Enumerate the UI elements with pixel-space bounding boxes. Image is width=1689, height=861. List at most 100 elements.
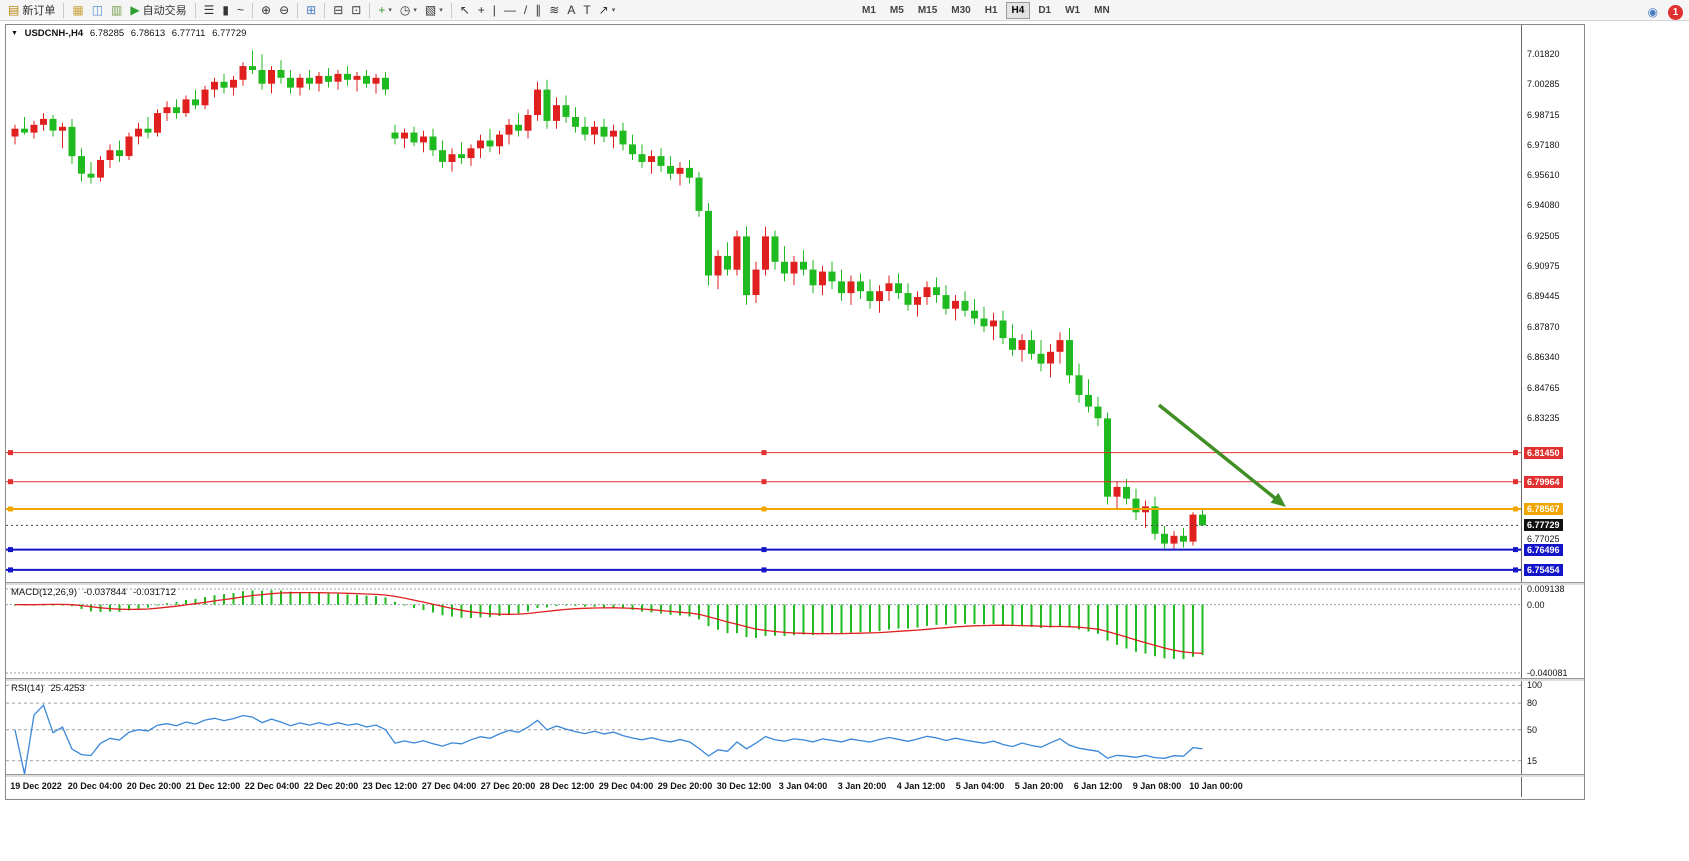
- label-button[interactable]: T: [579, 0, 594, 20]
- rsi-line: [14, 703, 1203, 774]
- time-axis-label: 23 Dec 12:00: [362, 781, 418, 791]
- candle: [695, 171, 703, 217]
- line-chart-button[interactable]: ~: [233, 0, 248, 20]
- candle: [173, 99, 180, 119]
- candle: [116, 140, 123, 162]
- line-handle[interactable]: [1513, 567, 1518, 573]
- line-handle[interactable]: [761, 450, 767, 456]
- candlestick-chart-button[interactable]: ▮: [218, 0, 233, 20]
- horizontal-line-button[interactable]: —: [500, 0, 520, 20]
- price-axis-label: 6.95610: [1527, 170, 1560, 181]
- fibonacci-button[interactable]: ≋: [545, 0, 563, 20]
- timeframe-mn-button[interactable]: MN: [1094, 5, 1110, 16]
- trendline-button[interactable]: /: [520, 0, 531, 20]
- candle: [610, 124, 617, 149]
- rsi-panel[interactable]: [6, 681, 1521, 774]
- vertical-line-icon: |: [492, 3, 496, 17]
- rsi-axis-label: 100: [1527, 680, 1543, 691]
- add-indicator-button[interactable]: + ▾: [374, 0, 396, 20]
- line-handle[interactable]: [8, 547, 13, 553]
- price-axis-label: 6.92505: [1527, 231, 1560, 242]
- cascade-windows-button[interactable]: ⊡: [347, 0, 365, 20]
- candle: [135, 122, 142, 145]
- panel-divider[interactable]: [6, 774, 1584, 777]
- timeframe-h4-button[interactable]: H4: [1005, 2, 1031, 19]
- timeframe-w1-button[interactable]: W1: [1065, 5, 1081, 16]
- zoom-out-button[interactable]: ⊖: [275, 0, 293, 20]
- line-handle[interactable]: [761, 547, 767, 553]
- price-badge: 6.81450: [1524, 446, 1563, 459]
- panel-divider[interactable]: [6, 678, 1584, 681]
- zoom-in-button[interactable]: ⊕: [257, 0, 275, 20]
- line-handle[interactable]: [8, 450, 13, 456]
- timeframe-m5-button[interactable]: M5: [889, 5, 904, 16]
- channel-button[interactable]: ∥: [531, 0, 545, 20]
- notification-badge[interactable]: 1: [1668, 4, 1683, 20]
- fibonacci-icon: ≋: [549, 3, 560, 17]
- time-axis[interactable]: 19 Dec 2022 20 Dec 04:00 20 Dec 20:00 21 De…: [6, 777, 1521, 797]
- search-button[interactable]: ◉: [1644, 2, 1662, 22]
- candle: [344, 66, 351, 86]
- candle: [629, 134, 636, 160]
- line-handle[interactable]: [8, 479, 13, 485]
- panel-divider[interactable]: [6, 582, 1584, 585]
- chart-window[interactable]: ▼ USDCNH-,H4 6.78285 6.78613 6.77711 6.7…: [5, 24, 1585, 800]
- axis-separator: [1521, 25, 1522, 797]
- auto-trading-button[interactable]: ▶ 自动交易: [126, 0, 190, 20]
- terminal-button[interactable]: ▥: [107, 0, 126, 20]
- line-handle[interactable]: [761, 506, 767, 512]
- crosshair-button[interactable]: +: [474, 0, 489, 20]
- macd-panel[interactable]: [6, 585, 1521, 678]
- trend-arrow[interactable]: [1157, 403, 1281, 504]
- candle: [363, 70, 370, 88]
- candle: [296, 73, 304, 96]
- price-axis-label: 7.00285: [1527, 79, 1560, 89]
- text-button[interactable]: A: [563, 0, 579, 20]
- timeframe-m30-button[interactable]: M30: [951, 5, 971, 16]
- candle: [819, 265, 826, 296]
- templates-button[interactable]: ▧ ▾: [421, 0, 447, 20]
- cursor-button[interactable]: ↖: [456, 0, 474, 20]
- line-handle[interactable]: [8, 567, 13, 573]
- price-chart[interactable]: [6, 25, 1521, 582]
- market-watch-button[interactable]: ▦: [68, 0, 87, 20]
- line-handle[interactable]: [1513, 450, 1518, 456]
- time-axis-label: 27 Dec 20:00: [480, 781, 536, 791]
- line-handle[interactable]: [8, 506, 13, 512]
- candle: [1037, 340, 1045, 372]
- line-handle[interactable]: [761, 567, 767, 573]
- timeframe-h1-button[interactable]: H1: [984, 5, 998, 16]
- auto-arrange-button[interactable]: ⊟: [329, 0, 347, 20]
- shapes-button[interactable]: ↗ ▾: [595, 0, 620, 20]
- bar-chart-button[interactable]: ☰: [200, 0, 219, 20]
- line-handle[interactable]: [1513, 479, 1518, 485]
- navigator-button[interactable]: ◫: [88, 0, 107, 20]
- candle: [733, 230, 741, 276]
- line-handle[interactable]: [1513, 547, 1518, 553]
- candle: [68, 118, 76, 164]
- macd-signal-line: [14, 591, 1203, 655]
- line-handle[interactable]: [1513, 506, 1518, 512]
- macd-label: MACD(12,26,9) -0.037844 -0.031712: [11, 587, 180, 598]
- line-handle[interactable]: [761, 479, 767, 485]
- chart-menu-icon[interactable]: ▼: [11, 30, 18, 37]
- timeframe-d1-button[interactable]: D1: [1038, 5, 1052, 16]
- timeframe-m15-button[interactable]: M15: [917, 5, 938, 16]
- tile-windows-button[interactable]: ⊞: [302, 0, 320, 20]
- new-order-button[interactable]: ▤ 新订单: [4, 0, 59, 20]
- candle: [287, 70, 294, 94]
- vertical-line-button[interactable]: |: [489, 0, 500, 20]
- candle: [97, 156, 104, 182]
- period-button[interactable]: ◷ ▾: [396, 0, 421, 20]
- price-axis[interactable]: 7.01820 7.00285 6.98715 6.97180 6.95610 6.940…: [1523, 25, 1583, 582]
- candle: [154, 109, 161, 137]
- candle: [847, 275, 855, 305]
- timeframe-m1-button[interactable]: M1: [862, 5, 876, 16]
- templates-icon: ▧: [424, 3, 437, 17]
- rsi-value: 25.4253: [50, 683, 85, 694]
- time-axis-label: 5 Jan 20:00: [1014, 781, 1064, 791]
- candle: [486, 128, 494, 153]
- rsi-indicator-name: RSI(14): [11, 683, 44, 694]
- trend-arrow-head[interactable]: [1270, 492, 1286, 507]
- candle: [1056, 332, 1064, 364]
